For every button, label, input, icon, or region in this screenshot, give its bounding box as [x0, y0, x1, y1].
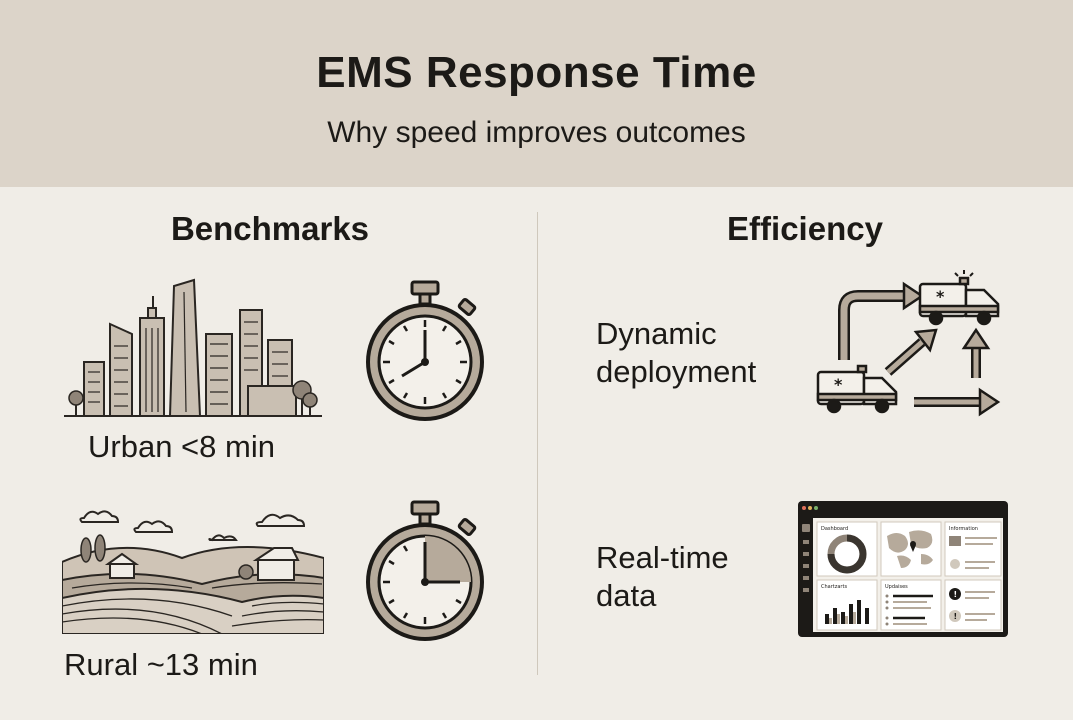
- dynamic-deployment-line1: Dynamic: [596, 316, 717, 351]
- svg-text:*: *: [936, 287, 945, 306]
- rural-benchmark-label: Rural ~13 min: [64, 647, 258, 682]
- efficiency-heading: Efficiency: [727, 210, 883, 247]
- stopwatch-icon: [366, 280, 484, 421]
- column-divider: [537, 212, 538, 675]
- benchmarks-heading: Benchmarks: [170, 210, 370, 247]
- page-title: EMS Response Time: [316, 48, 757, 97]
- rural-landscape-icon: [62, 510, 324, 634]
- dashboard-panel-title: Dashboard: [821, 526, 848, 532]
- real-time-data-line1: Real-time: [596, 540, 729, 575]
- chartzarts-panel-title: Chartzarts: [821, 584, 847, 590]
- dynamic-deployment-label: Dynamic deployment: [596, 315, 756, 391]
- svg-text:!: !: [954, 612, 958, 621]
- svg-text:!: !: [954, 590, 958, 599]
- dashboard-icon: Dashboard Information Chartzarts Updaise…: [798, 501, 1008, 637]
- header-band: EMS Response Time Why speed improves out…: [0, 0, 1073, 187]
- real-time-data-label: Real-time data: [596, 539, 729, 615]
- page-subtitle: Why speed improves outcomes: [327, 116, 746, 149]
- svg-text:*: *: [834, 375, 843, 394]
- city-skyline-icon: [64, 278, 322, 417]
- updaises-panel-title: Updaises: [885, 584, 908, 590]
- ambulance-route-icon: * *: [816, 270, 1001, 417]
- real-time-data-line2: data: [596, 578, 657, 613]
- stopwatch-icon: [366, 500, 484, 641]
- urban-benchmark-label: Urban <8 min: [88, 429, 275, 464]
- dynamic-deployment-line2: deployment: [596, 354, 757, 389]
- information-panel-title: Information: [949, 526, 978, 532]
